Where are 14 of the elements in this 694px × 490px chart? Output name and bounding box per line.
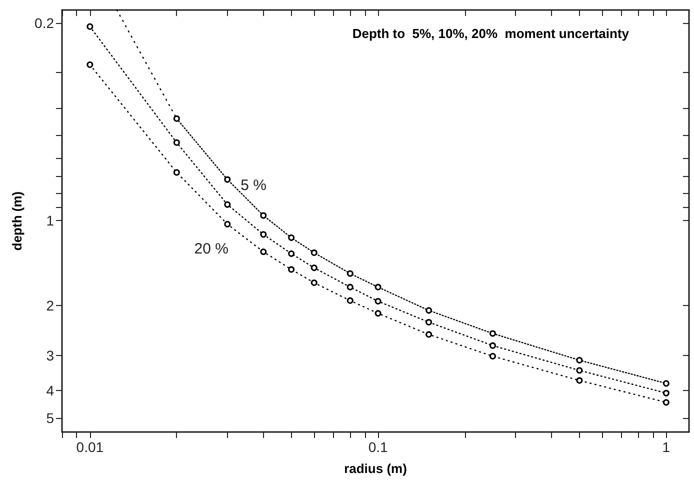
y-tick-label: 1 [46, 212, 54, 229]
y-axis-title: depth (m) [10, 191, 25, 251]
text: Depth to 5%, 10%, 20% moment uncertainty [352, 26, 630, 41]
y-tick-label: 4 [46, 382, 54, 399]
x-axis-title: radius (m) [344, 461, 407, 476]
x-tick-label: 0.01 [76, 439, 104, 455]
y-tick-label: 3 [46, 347, 54, 364]
series-label: 5 % [240, 177, 267, 194]
x-tick-label: 1 [662, 439, 670, 455]
x-tick-label: 0.1 [368, 439, 388, 455]
y-tick-label: 5 [46, 410, 54, 426]
series-label: 20 % [194, 240, 228, 258]
y-tick-label: 0.2 [34, 14, 54, 31]
y-tick-label: 2 [46, 298, 54, 314]
